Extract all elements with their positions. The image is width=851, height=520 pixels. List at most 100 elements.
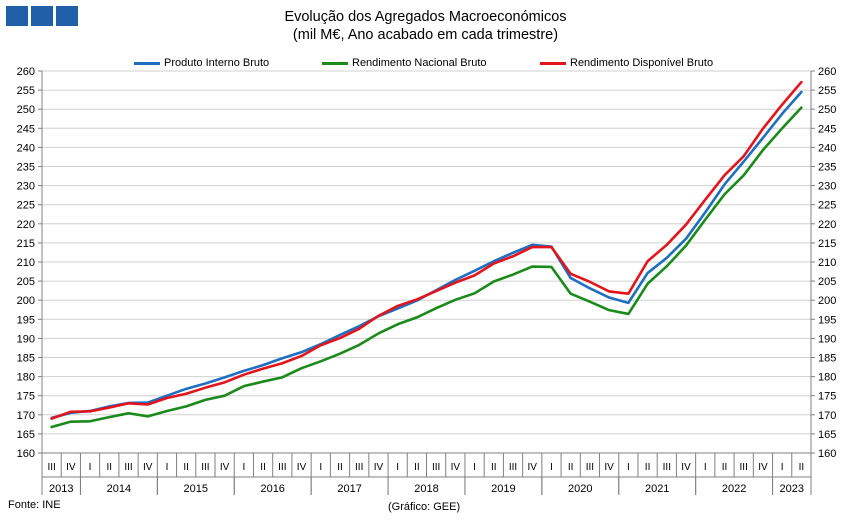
y-tick-label-left: 240 (17, 142, 35, 154)
quarter-label: I (319, 462, 322, 473)
series-line-rendimento-nacional-bruto (50, 106, 803, 429)
y-tick-label-right: 250 (818, 104, 836, 116)
legend-swatch-rdb (540, 61, 566, 65)
y-tick-label-left: 200 (17, 295, 35, 307)
quarter-label: III (278, 462, 286, 473)
quarter-label: III (47, 462, 55, 473)
y-tick-label-right: 240 (818, 142, 836, 154)
quarter-label: II (337, 462, 343, 473)
year-label: 2017 (337, 483, 361, 495)
quarter-label: II (645, 462, 651, 473)
y-tick-label-right: 225 (818, 200, 836, 212)
y-tick-label-left: 205 (17, 276, 35, 288)
credit-note: (Gráfico: GEE) (388, 501, 461, 513)
y-tick-label-left: 235 (17, 162, 35, 174)
quarter-label: II (107, 462, 113, 473)
y-tick-label-left: 245 (17, 123, 35, 135)
quarter-label: III (124, 462, 132, 473)
chart-title-block: Evolução dos Agregados Macroeconómicos (… (0, 8, 851, 44)
chart-subtitle: (mil M€, Ano acabado em cada trimestre) (292, 27, 559, 43)
legend-label-pib: Produto Interno Bruto (164, 57, 270, 69)
quarter-label: III (201, 462, 209, 473)
quarter-label: III (740, 462, 748, 473)
chart-legend: Produto Interno Bruto Rendimento Naciona… (0, 57, 851, 71)
logo-square (56, 6, 78, 26)
quarter-label: I (781, 462, 784, 473)
quarter-label: IV (528, 462, 538, 473)
year-label: 2018 (414, 483, 438, 495)
quarter-label: IV (374, 462, 384, 473)
quarter-label: IV (681, 462, 691, 473)
y-axis-left: 160 165 170 175 180 185 190 195 200 205 210 215 220 2… (17, 66, 43, 460)
year-label: 2020 (568, 483, 592, 495)
y-tick-label-right: 195 (818, 314, 836, 326)
y-tick-label-right: 185 (818, 353, 836, 365)
y-tick-label-right: 210 (818, 257, 836, 269)
legend-label-rnb: Rendimento Nacional Bruto (352, 57, 487, 69)
quarter-label: I (396, 462, 399, 473)
y-tick-label-right: 205 (818, 276, 836, 288)
legend-swatch-pib (134, 61, 160, 65)
quarter-label: IV (220, 462, 230, 473)
y-tick-label-right: 230 (818, 181, 836, 193)
y-tick-label-right: 245 (818, 123, 836, 135)
quarter-label: I (89, 462, 92, 473)
y-tick-label-left: 210 (17, 257, 35, 269)
y-tick-label-left: 180 (17, 372, 35, 384)
quarter-label: II (491, 462, 497, 473)
quarter-label: III (432, 462, 440, 473)
chart-title: Evolução dos Agregados Macroeconómicos (284, 9, 567, 25)
legend-item-pib: Produto Interno Bruto (134, 57, 269, 69)
quarter-label: IV (297, 462, 307, 473)
y-tick-label-right: 180 (818, 372, 836, 384)
y-tick-label-left: 225 (17, 200, 35, 212)
quarter-label: II (183, 462, 189, 473)
y-tick-label-left: 175 (17, 391, 35, 403)
year-label: 2019 (491, 483, 515, 495)
quarter-label: II (799, 462, 805, 473)
gee-logo (6, 6, 78, 26)
y-tick-label-right: 165 (818, 429, 836, 441)
y-tick-label-left: 160 (17, 448, 35, 460)
y-tick-label-right: 260 (818, 66, 836, 78)
year-label: 2016 (260, 483, 284, 495)
y-tick-label-left: 215 (17, 238, 35, 250)
legend-label-rdb: Rendimento Disponível Bruto (570, 57, 714, 69)
y-tick-label-left: 195 (17, 314, 35, 326)
y-tick-label-right: 220 (818, 219, 836, 231)
y-tick-label-right: 255 (818, 85, 836, 97)
y-tick-label-left: 230 (17, 181, 35, 193)
year-label: 2022 (722, 483, 746, 495)
series-line-rendimento-dispon-vel-bruto (50, 80, 803, 420)
quarter-label: II (260, 462, 266, 473)
quarter-label: I (704, 462, 707, 473)
y-tick-label-left: 185 (17, 353, 35, 365)
year-label: 2023 (780, 483, 804, 495)
quarter-label: II (568, 462, 574, 473)
quarter-label: I (242, 462, 245, 473)
y-tick-label-right: 170 (818, 410, 836, 422)
grid-lines (42, 70, 811, 454)
y-tick-label-left: 170 (17, 410, 35, 422)
quarter-label: I (550, 462, 553, 473)
y-tick-label-left: 220 (17, 219, 35, 231)
legend-swatch-rnb (322, 61, 348, 65)
quarter-label: II (722, 462, 728, 473)
quarter-label: III (586, 462, 594, 473)
quarter-label: III (663, 462, 671, 473)
y-tick-label-left: 255 (17, 85, 35, 97)
year-label: 2021 (645, 483, 669, 495)
logo-square (6, 6, 28, 26)
y-tick-label-left: 165 (17, 429, 35, 441)
y-tick-label-right: 160 (818, 448, 836, 460)
y-tick-label-left: 260 (17, 66, 35, 78)
legend-item-rnb: Rendimento Nacional Bruto (322, 57, 487, 69)
year-label: 2015 (184, 483, 208, 495)
series-lines (50, 80, 803, 429)
source-note: Fonte: INE (8, 499, 61, 511)
quarter-label: IV (451, 462, 461, 473)
y-tick-label-right: 215 (818, 238, 836, 250)
logo-square (31, 6, 53, 26)
y-tick-label-right: 190 (818, 333, 836, 345)
